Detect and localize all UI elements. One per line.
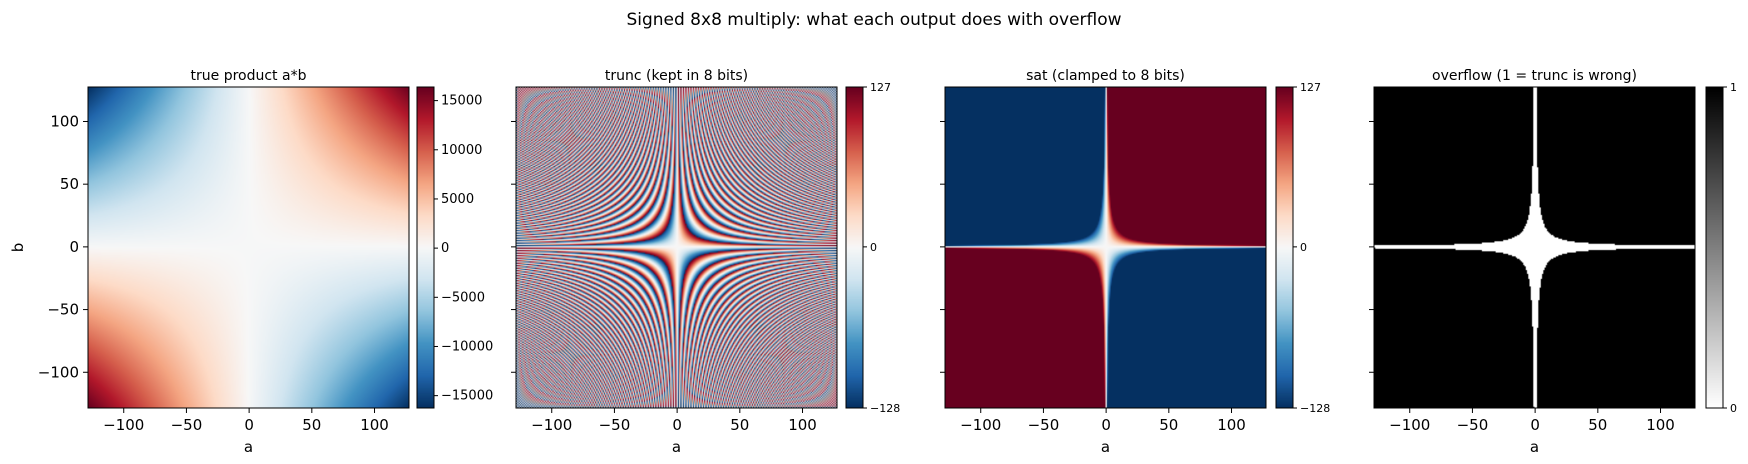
x-axis: −100 −50 0 50 100 bbox=[1389, 408, 1675, 434]
colorbar bbox=[1276, 87, 1293, 408]
x-tick-label: 0 bbox=[672, 416, 682, 434]
y-axis-label: b bbox=[9, 243, 27, 253]
colorbar-ticks: 01 bbox=[1723, 81, 1737, 415]
x-tick-label: 50 bbox=[1159, 416, 1178, 434]
panel-overflow: overflow (1 = trunc is wrong) −100 −50 0 50… bbox=[1369, 68, 1737, 456]
x-tick-label: 0 bbox=[244, 416, 254, 434]
x-tick-label: 100 bbox=[788, 416, 817, 434]
colorbar-ticks: −15000 −10000 −5000 0 5000 10000 15000 bbox=[434, 94, 493, 404]
colorbar-tick-label: 5000 bbox=[441, 192, 474, 207]
heatmap-image bbox=[88, 87, 409, 408]
plot-frame bbox=[944, 86, 1267, 409]
x-tick-label: −50 bbox=[1028, 416, 1060, 434]
heatmap-image bbox=[516, 87, 837, 408]
x-tick-label: 100 bbox=[1217, 416, 1246, 434]
colorbar-tick-label: 127 bbox=[1300, 81, 1321, 94]
colorbar-ticks: −128 0 127 bbox=[1293, 81, 1330, 415]
y-axis bbox=[1369, 120, 1374, 373]
colorbar-tick-label: 127 bbox=[870, 81, 891, 94]
colorbar-tick-label: 15000 bbox=[441, 94, 482, 109]
x-tick-label: 100 bbox=[360, 416, 389, 434]
y-tick-label: 0 bbox=[69, 238, 79, 256]
panel-title: overflow (1 = trunc is wrong) bbox=[1432, 68, 1637, 84]
colorbar-frame bbox=[1705, 86, 1724, 409]
y-axis bbox=[940, 120, 945, 373]
x-tick-label: −50 bbox=[1457, 416, 1489, 434]
x-tick-label: −100 bbox=[1389, 416, 1430, 434]
colorbar-frame bbox=[1275, 86, 1294, 409]
colorbar-frame bbox=[845, 86, 864, 409]
colorbar bbox=[1706, 87, 1723, 408]
panel-title: true product a*b bbox=[191, 68, 307, 84]
x-tick-label: 50 bbox=[1588, 416, 1607, 434]
x-axis-label: a bbox=[1101, 438, 1110, 456]
y-tick-label: −50 bbox=[47, 301, 79, 319]
heatmap-image bbox=[945, 87, 1266, 408]
panel-title: sat (clamped to 8 bits) bbox=[1026, 68, 1185, 84]
colorbar-frame bbox=[416, 86, 435, 409]
colorbar-tick-label: 10000 bbox=[441, 143, 482, 158]
x-axis-label: a bbox=[1530, 438, 1539, 456]
y-tick-label: −100 bbox=[38, 363, 79, 381]
figure-title: Signed 8x8 multiply: what each output do… bbox=[626, 10, 1121, 30]
panel-trunc: trunc (kept in 8 bits) −100 −50 0 50 100 a −… bbox=[511, 68, 900, 456]
colorbar-tick-label: 0 bbox=[441, 241, 449, 256]
plot-frame bbox=[87, 86, 410, 409]
x-tick-label: 0 bbox=[1530, 416, 1540, 434]
x-tick-label: −100 bbox=[531, 416, 572, 434]
colorbar-tick-label: −128 bbox=[870, 402, 900, 415]
x-axis: −100 −50 0 50 100 bbox=[960, 408, 1246, 434]
colorbar-tick-label: −5000 bbox=[441, 290, 485, 305]
plot-frame bbox=[515, 86, 838, 409]
colorbar-tick-label: 1 bbox=[1730, 81, 1737, 94]
x-axis-label: a bbox=[244, 438, 253, 456]
x-tick-label: 50 bbox=[302, 416, 321, 434]
panel-title: trunc (kept in 8 bits) bbox=[605, 68, 748, 84]
y-tick-label: 100 bbox=[50, 112, 79, 130]
y-axis bbox=[511, 120, 516, 373]
x-tick-label: −50 bbox=[599, 416, 631, 434]
colorbar-tick-label: 0 bbox=[1300, 241, 1307, 254]
colorbar-tick-label: 0 bbox=[1730, 402, 1737, 415]
x-tick-label: −50 bbox=[171, 416, 203, 434]
x-tick-label: −100 bbox=[103, 416, 144, 434]
x-axis: −100 −50 0 50 100 bbox=[103, 408, 389, 434]
colorbar-ticks: −128 0 127 bbox=[863, 81, 900, 415]
colorbar-tick-label: 0 bbox=[870, 241, 877, 254]
x-tick-label: 0 bbox=[1101, 416, 1111, 434]
colorbar bbox=[417, 87, 434, 408]
x-tick-label: 100 bbox=[1646, 416, 1675, 434]
colorbar bbox=[846, 87, 863, 408]
heatmap-image bbox=[1374, 87, 1695, 408]
panel-true-product: true product a*b −100 −50 0 50 100 −100 −50 0 5… bbox=[9, 68, 493, 456]
x-tick-label: −100 bbox=[960, 416, 1001, 434]
colorbar-tick-label: −128 bbox=[1300, 402, 1330, 415]
panel-sat: sat (clamped to 8 bits) −100 −50 0 50 100 a … bbox=[940, 68, 1330, 456]
colorbar-tick-label: −15000 bbox=[441, 389, 493, 404]
x-tick-label: 50 bbox=[730, 416, 749, 434]
x-axis-label: a bbox=[672, 438, 681, 456]
y-axis: −100 −50 0 50 100 bbox=[38, 112, 88, 381]
colorbar-tick-label: −10000 bbox=[441, 339, 493, 354]
plot-frame bbox=[1373, 86, 1696, 409]
y-tick-label: 50 bbox=[60, 175, 79, 193]
x-axis: −100 −50 0 50 100 bbox=[531, 408, 817, 434]
